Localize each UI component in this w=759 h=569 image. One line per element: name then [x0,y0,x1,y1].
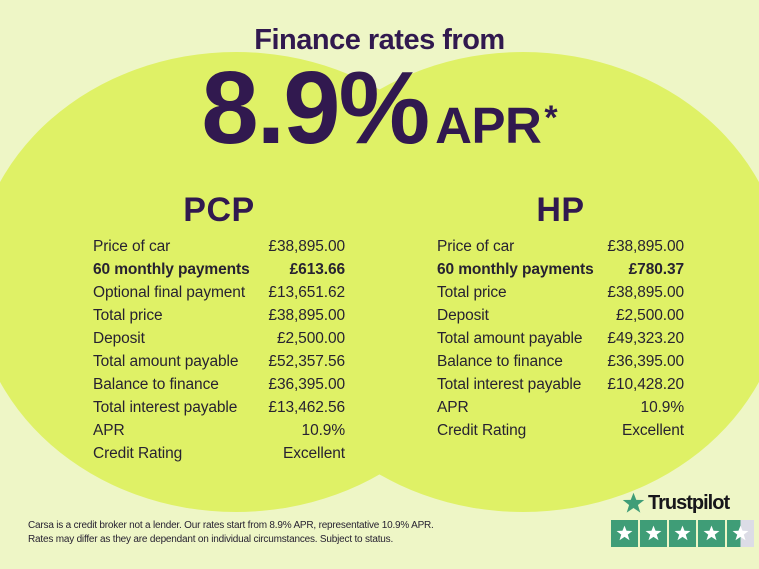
table-row: Total price £38,895.00 [437,281,684,304]
row-value: £36,395.00 [268,375,345,393]
row-label: Total amount payable [93,352,239,370]
table-row: APR 10.9% [93,419,345,442]
row-label: Total price [437,283,507,301]
row-label: Optional final payment [93,283,246,301]
row-label: 60 monthly payments [437,260,594,278]
row-label: Total interest payable [93,398,238,416]
rating-star-icon [611,520,638,547]
row-label: Total interest payable [437,375,582,393]
table-row: Optional final payment £13,651.62 [93,281,345,304]
row-value: £10,428.20 [607,375,684,393]
rate-asterisk: * [544,99,558,137]
table-row: APR 10.9% [437,396,684,419]
row-label: Price of car [93,237,171,255]
row-value: £613.66 [289,260,345,278]
rating-half-star-icon [727,520,754,547]
table-row: 60 monthly payments £613.66 [93,258,345,281]
table-row: 60 monthly payments £780.37 [437,258,684,281]
table-row: Total interest payable £13,462.56 [93,396,345,419]
table-row: Balance to finance £36,395.00 [93,373,345,396]
disclaimer-line-1: Carsa is a credit broker not a lender. O… [28,520,434,531]
pcp-table: Price of car £38,895.00 60 monthly payme… [93,235,345,465]
row-value: 10.9% [301,421,346,439]
row-value: Excellent [283,444,345,462]
table-row: Total interest payable £10,428.20 [437,373,684,396]
trustpilot-star-icon [622,492,645,513]
row-label: Deposit [437,306,489,324]
table-row: Total price £38,895.00 [93,304,345,327]
table-row: Credit Rating Excellent [437,419,684,442]
row-value: £38,895.00 [268,306,345,324]
legal-disclaimer: Carsa is a credit broker not a lender. O… [28,519,438,546]
row-label: Balance to finance [93,375,219,393]
page-title: Finance rates from [254,24,505,56]
table-row: Deposit £2,500.00 [437,304,684,327]
row-value: £13,651.62 [268,283,345,301]
row-label: APR [93,421,125,439]
row-value: £38,895.00 [268,237,345,255]
table-row: Price of car £38,895.00 [437,235,684,258]
row-label: Balance to finance [437,352,563,370]
rate-value: 8.9% [201,50,430,165]
rating-star-icon [669,520,696,547]
headline-rate: 8.9% APR * [0,56,759,159]
hp-table: Price of car £38,895.00 60 monthly payme… [437,235,684,442]
row-value: £38,895.00 [607,237,684,255]
row-label: APR [437,398,469,416]
row-label: 60 monthly payments [93,260,250,278]
trustpilot-wordmark: Trustpilot [648,492,730,514]
rating-star-icon [640,520,667,547]
pcp-column: PCP Price of car £38,895.00 60 monthly p… [93,191,345,465]
row-value: £780.37 [628,260,684,278]
row-label: Credit Rating [93,444,183,462]
table-row: Credit Rating Excellent [93,442,345,465]
trustpilot-rating-4-5-stars [611,520,754,547]
row-value: £2,500.00 [615,306,684,324]
pcp-column-title: PCP [183,191,255,229]
disclaimer-line-2: Rates may differ as they are dependant o… [28,533,394,545]
row-label: Deposit [93,329,145,347]
rate-apr-label: APR [435,97,542,154]
hp-column: HP Price of car £38,895.00 60 monthly pa… [437,191,684,442]
background-circle-right [261,52,759,512]
trustpilot-logo: Trustpilot [622,492,730,515]
table-row: Deposit £2,500.00 [93,327,345,350]
table-row: Total amount payable £49,323.20 [437,327,684,350]
row-value: Excellent [622,421,684,439]
table-row: Balance to finance £36,395.00 [437,350,684,373]
row-value: £36,395.00 [607,352,684,370]
row-value: £52,357.56 [268,352,345,370]
row-value: £13,462.56 [268,398,345,416]
row-label: Credit Rating [437,421,527,439]
table-row: Total amount payable £52,357.56 [93,350,345,373]
hp-column-title: HP [536,191,585,229]
row-value: £38,895.00 [607,283,684,301]
row-value: 10.9% [640,398,685,416]
row-value: £2,500.00 [276,329,345,347]
row-label: Total price [93,306,163,324]
row-value: £49,323.20 [607,329,684,347]
row-label: Price of car [437,237,515,255]
row-label: Total amount payable [437,329,583,347]
table-row: Price of car £38,895.00 [93,235,345,258]
rating-star-icon [698,520,725,547]
